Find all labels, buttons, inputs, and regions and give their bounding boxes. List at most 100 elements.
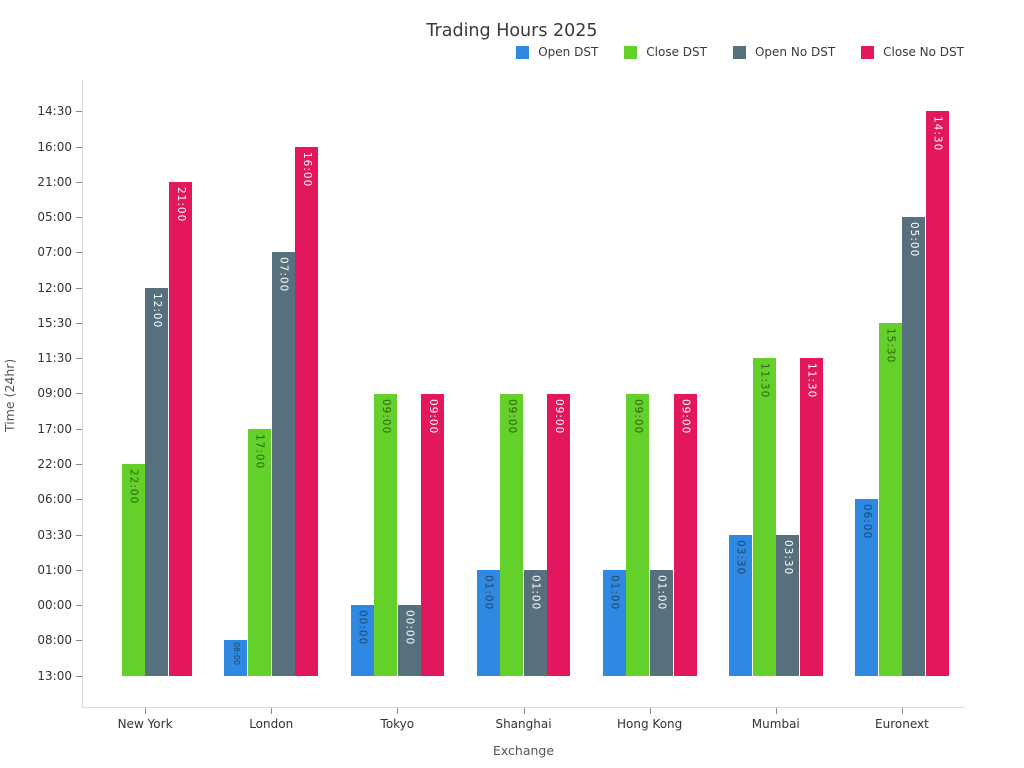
- bar-close-no-dst: 09:00: [421, 393, 445, 676]
- y-tick-mark: [76, 534, 82, 536]
- y-tick-mark: [76, 146, 82, 148]
- y-tick-mark: [76, 111, 82, 113]
- bar-close-dst: 09:00: [374, 393, 398, 676]
- bar-value-label: 21:00: [174, 186, 187, 223]
- y-tick-label: 14:30: [37, 104, 72, 119]
- legend-item: Close DST: [624, 45, 707, 59]
- y-axis-spine: [82, 80, 83, 707]
- y-tick-label: 09:00: [37, 386, 72, 401]
- bar-value-label: 01:00: [529, 574, 542, 611]
- bar-value-label: 03:30: [734, 539, 747, 575]
- y-tick-label: 08:00: [37, 633, 72, 648]
- bar-open-dst: 06:00: [855, 499, 878, 676]
- y-tick-label: 16:00: [37, 139, 72, 154]
- y-tick-label: 15:30: [37, 315, 72, 330]
- bar-close-dst: 22:00: [121, 464, 145, 676]
- legend-swatch-icon: [516, 45, 530, 59]
- bar-close-dst: 17:00: [247, 428, 271, 676]
- y-tick-mark: [76, 675, 82, 677]
- bar-open-dst: 03:30: [728, 534, 752, 676]
- bar-value-label: 09:00: [632, 398, 645, 434]
- bar-open-no-dst: 00:00: [397, 605, 421, 676]
- x-tick-mark: [397, 708, 399, 714]
- y-tick-mark: [76, 217, 82, 219]
- bar-value-label: 14:30: [931, 116, 944, 152]
- bar-value-label: 16:00: [300, 151, 313, 187]
- bar-value-label: 09:00: [679, 398, 692, 434]
- x-tick-label: Mumbai: [751, 717, 800, 731]
- legend-swatch-icon: [861, 45, 875, 59]
- bar-close-no-dst: 09:00: [673, 393, 697, 676]
- bar-value-label: 05:00: [907, 222, 920, 258]
- x-tick-mark: [523, 708, 525, 714]
- bar-value-label: 09:00: [505, 398, 518, 434]
- x-tick-mark: [271, 708, 273, 714]
- bar-value-label: 12:00: [151, 292, 164, 328]
- x-tick-mark: [901, 708, 903, 714]
- legend: Open DST Close DST Open No DST Close No DST: [516, 45, 964, 59]
- bar-value-label: 22:00: [127, 469, 140, 505]
- y-tick-label: 07:00: [37, 245, 72, 260]
- y-tick-mark: [76, 428, 82, 430]
- y-tick-label: 11:30: [37, 351, 72, 366]
- x-tick-mark: [775, 708, 777, 714]
- chart-title: Trading Hours 2025: [426, 21, 598, 41]
- x-tick-label: New York: [117, 717, 173, 731]
- y-tick-mark: [76, 605, 82, 607]
- x-axis-spine: [82, 707, 965, 708]
- y-tick-mark: [76, 322, 82, 324]
- bar-close-dst: 15:30: [878, 322, 902, 676]
- bar-value-label: 09:00: [379, 398, 392, 434]
- bar-value-label: 01:00: [655, 574, 668, 611]
- legend-item: Open DST: [516, 45, 598, 59]
- legend-swatch-icon: [732, 45, 746, 59]
- bar-close-no-dst: 14:30: [925, 111, 949, 676]
- x-tick-label: Hong Kong: [617, 717, 683, 731]
- legend-label: Close No DST: [883, 45, 964, 59]
- legend-label: Open DST: [538, 45, 599, 59]
- legend-swatch-icon: [624, 45, 638, 59]
- x-tick-mark: [649, 708, 651, 714]
- y-tick-label: 12:00: [37, 280, 72, 295]
- bar-value-label: 11:30: [805, 363, 818, 399]
- legend-label: Open No DST: [754, 45, 836, 59]
- x-tick-label: Tokyo: [380, 717, 415, 731]
- y-tick-label: 22:00: [37, 457, 72, 472]
- y-tick-mark: [76, 252, 82, 254]
- bar-value-label: 09:00: [553, 398, 566, 434]
- bar-value-label: 11:30: [758, 363, 771, 399]
- bar-open-no-dst: 01:00: [649, 569, 673, 676]
- y-tick-mark: [76, 569, 82, 571]
- bar-close-no-dst: 21:00: [169, 181, 192, 676]
- bar-open-dst: 00:00: [350, 605, 374, 676]
- bar-close-dst: 11:30: [752, 358, 776, 676]
- bar-value-label: 01:00: [482, 574, 495, 611]
- y-tick-label: 21:00: [37, 174, 72, 189]
- y-tick-label: 06:00: [37, 492, 72, 507]
- x-tick-label: London: [249, 717, 294, 731]
- bar-open-no-dst: 01:00: [523, 569, 547, 676]
- bar-close-dst: 09:00: [500, 393, 524, 676]
- bar-open-dst: 01:00: [476, 569, 500, 676]
- y-tick-mark: [76, 393, 82, 395]
- bar-value-label: 00:00: [403, 610, 416, 646]
- bar-open-no-dst: 05:00: [902, 217, 926, 676]
- y-tick-label: 17:00: [37, 421, 72, 436]
- bar-value-label: 15:30: [884, 327, 897, 364]
- bar-close-no-dst: 16:00: [295, 146, 319, 676]
- y-tick-mark: [76, 640, 82, 642]
- x-tick-label: Euronext: [875, 717, 929, 731]
- y-tick-mark: [76, 287, 82, 289]
- bar-close-no-dst: 11:30: [799, 358, 823, 676]
- x-axis-title: Exchange: [492, 743, 555, 758]
- y-tick-mark: [76, 358, 82, 360]
- y-tick-label: 13:00: [37, 668, 72, 683]
- y-tick-label: 00:00: [37, 598, 72, 613]
- bar-value-label: 08:00: [232, 642, 242, 666]
- y-tick-mark: [76, 181, 82, 183]
- bar-open-no-dst: 12:00: [145, 287, 169, 676]
- bar-open-dst: 08:00: [224, 640, 248, 676]
- y-tick-label: 01:00: [37, 562, 72, 577]
